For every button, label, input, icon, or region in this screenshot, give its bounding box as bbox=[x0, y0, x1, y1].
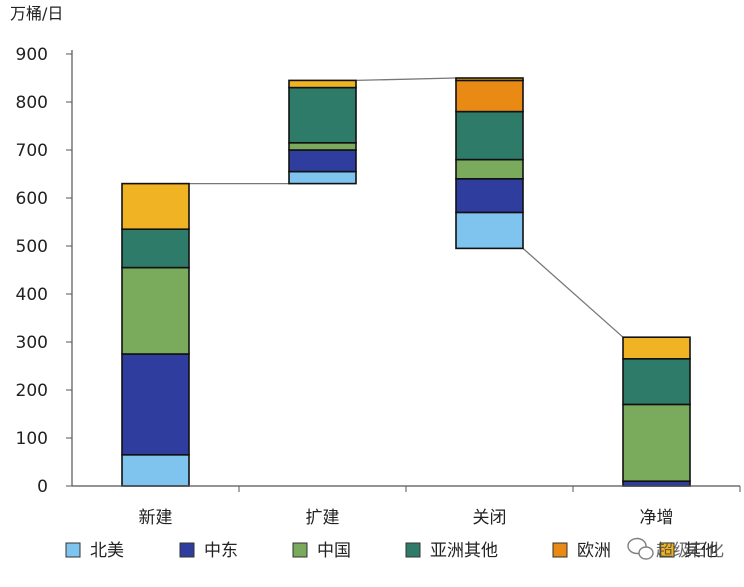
y-tick-label: 400 bbox=[16, 285, 48, 305]
bar-segment bbox=[622, 336, 691, 360]
y-axis: 0 100 200 300 400 500 600 700 800 900 bbox=[16, 45, 73, 497]
connector-line bbox=[522, 247, 624, 338]
connector-line bbox=[355, 77, 457, 82]
bar-segment bbox=[455, 178, 524, 214]
legend-item: 其他 bbox=[659, 541, 718, 561]
bar-segment bbox=[288, 149, 357, 173]
connector-lines bbox=[189, 77, 624, 338]
legend-label: 中东 bbox=[204, 541, 238, 561]
bar-segment bbox=[288, 142, 357, 151]
bar-segment bbox=[288, 170, 357, 185]
y-tick-label: 100 bbox=[16, 429, 48, 449]
y-tick-label: 300 bbox=[16, 333, 48, 353]
bar-segment bbox=[121, 266, 190, 355]
y-tick-label: 800 bbox=[16, 93, 48, 113]
legend-label: 北美 bbox=[90, 541, 124, 561]
bar-segment bbox=[455, 77, 524, 82]
x-axis: 新建 扩建 关闭 净增 bbox=[72, 485, 741, 528]
bar-segment bbox=[121, 453, 190, 487]
wechat-logo-icon bbox=[627, 537, 654, 560]
legend-label: 中国 bbox=[317, 541, 351, 561]
y-tick-label: 500 bbox=[16, 237, 48, 257]
x-tick-label: 新建 bbox=[139, 508, 173, 528]
legend-item: 欧洲 bbox=[552, 541, 611, 561]
bar-segment bbox=[455, 158, 524, 180]
bar-segment bbox=[288, 86, 357, 144]
bar-segment bbox=[288, 79, 357, 89]
bar-segment bbox=[121, 182, 190, 231]
legend-item: 亚洲其他 bbox=[405, 541, 498, 561]
legend-label: 亚洲其他 bbox=[430, 541, 498, 561]
legend-swatch bbox=[292, 542, 308, 558]
legend-label: 其他 bbox=[684, 541, 718, 561]
legend-item: 中国 bbox=[292, 541, 351, 561]
x-tick-label: 净增 bbox=[640, 508, 674, 528]
y-axis-label: 万桶/日 bbox=[10, 4, 63, 23]
bar-segment bbox=[455, 79, 524, 113]
y-tick-label: 0 bbox=[37, 477, 48, 497]
legend-item: 中东 bbox=[179, 541, 238, 561]
bar-segment bbox=[121, 228, 190, 269]
bar-segment bbox=[622, 403, 691, 482]
y-tick-label: 700 bbox=[16, 141, 48, 161]
y-tick-label: 600 bbox=[16, 189, 48, 209]
legend-swatch bbox=[179, 542, 195, 558]
legend-label: 欧洲 bbox=[577, 541, 611, 561]
bar-segment bbox=[455, 211, 524, 250]
watermark: 超级石化 bbox=[627, 537, 724, 561]
bars bbox=[121, 77, 691, 487]
y-tick-label: 900 bbox=[16, 45, 48, 65]
bar-segment bbox=[121, 353, 190, 456]
legend-item: 北美 bbox=[65, 541, 124, 561]
bar-segment bbox=[455, 110, 524, 161]
legend-swatch bbox=[552, 542, 568, 558]
legend-swatch bbox=[65, 542, 81, 558]
legend: 北美 中东 中国 亚洲其他 欧洲 其他 bbox=[65, 541, 718, 561]
y-tick-label: 200 bbox=[16, 381, 48, 401]
legend-swatch bbox=[659, 542, 675, 558]
x-tick-label: 关闭 bbox=[473, 508, 507, 528]
x-tick-label: 扩建 bbox=[306, 508, 340, 528]
bar-segment bbox=[622, 357, 691, 406]
watermark-text: 超级石化 bbox=[656, 541, 724, 561]
legend-swatch bbox=[405, 542, 421, 558]
